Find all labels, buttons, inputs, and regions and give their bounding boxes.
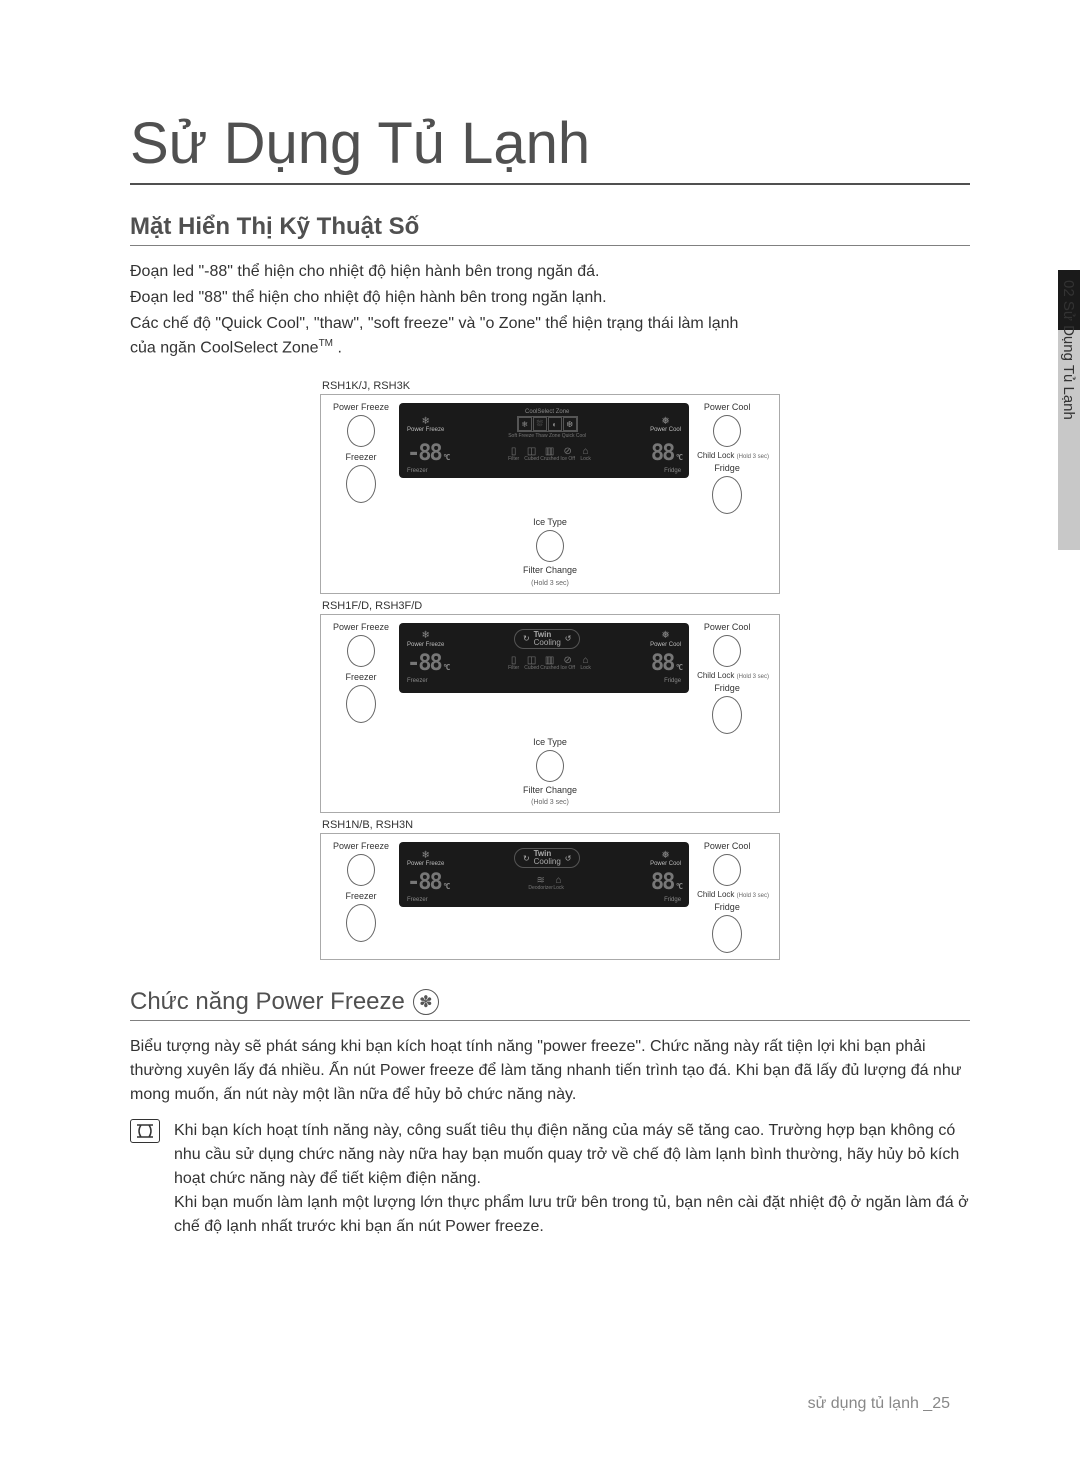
child-lock-label: Child Lock (Hold 3 sec) bbox=[697, 890, 769, 899]
ice-type-button[interactable]: Ice Type bbox=[520, 738, 580, 782]
ice-off-icon: ⊘Ice Off bbox=[561, 446, 575, 462]
freezer-temp-display: -88°C bbox=[407, 651, 448, 676]
filter-icon: ▯Filter bbox=[507, 446, 521, 462]
snowflake-icon: ❄ bbox=[420, 630, 432, 642]
cubed-icon: ◫Cubed bbox=[525, 446, 539, 462]
freezer-label: Freezer bbox=[407, 897, 428, 903]
snowflake-icon: ✽ bbox=[413, 989, 439, 1015]
freezer-label: Freezer bbox=[407, 678, 428, 684]
child-lock-label: Child Lock (Hold 3 sec) bbox=[697, 671, 769, 680]
model-label: RSH1K/J, RSH3K bbox=[322, 380, 780, 392]
freezer-label: Freezer bbox=[407, 468, 428, 474]
snowflake-icon: ❄ bbox=[420, 849, 432, 861]
ice-off-icon: ⊘Ice Off bbox=[561, 655, 575, 671]
droplet-icon: ❅ bbox=[660, 630, 672, 642]
droplet-icon: ❅ bbox=[660, 415, 672, 427]
model-label: RSH1F/D, RSH3F/D bbox=[322, 600, 780, 612]
freezer-button[interactable]: Freezer bbox=[331, 892, 391, 942]
display-icon-row: ▯Filter ◫Cubed ▥Crushed ⊘Ice Off ⌂Lock bbox=[507, 655, 593, 671]
lock-icon: ⌂Lock bbox=[552, 875, 566, 891]
lock-icon: ⌂Lock bbox=[579, 655, 593, 671]
fridge-label: Fridge bbox=[664, 897, 681, 903]
page-footer: sử dụng tủ lạnh _25 bbox=[808, 1395, 950, 1413]
panel-box: Power Freeze Freezer ❄ Power Freeze Cool… bbox=[320, 394, 780, 594]
droplet-icon: ❅ bbox=[660, 849, 672, 861]
fridge-label: Fridge bbox=[664, 678, 681, 684]
filter-change-sublabel: (Hold 3 sec) bbox=[531, 799, 569, 806]
display-screen: ❄ Power Freeze ↻TwinCooling↺ ❅ Power Coo… bbox=[399, 623, 689, 693]
power-freeze-button[interactable]: Power Freeze bbox=[331, 842, 391, 886]
power-cool-indicator: Power Cool bbox=[650, 861, 681, 867]
control-panel: RSH1N/B, RSH3N Power Freeze Freezer ❄ Po… bbox=[320, 819, 780, 960]
fridge-button[interactable]: Fridge bbox=[697, 464, 757, 514]
note-icon bbox=[130, 1119, 160, 1143]
panel-box: Power Freeze Freezer ❄ Power Freeze ↻Twi… bbox=[320, 614, 780, 814]
deodorizer-icon: ≋Deodorizer bbox=[534, 875, 548, 891]
control-panel: RSH1K/J, RSH3K Power Freeze Freezer ❄ Po… bbox=[320, 380, 780, 594]
zone-icons: ❄⛆◐❆ bbox=[517, 416, 578, 432]
display-screen: ❄ Power Freeze ↻TwinCooling↺ ❅ Power Coo… bbox=[399, 842, 689, 907]
section1-p3: Các chế độ "Quick Cool", "thaw", "soft f… bbox=[130, 312, 970, 360]
section1-p1: Đoạn led "-88" thể hiện cho nhiệt độ hiệ… bbox=[130, 260, 970, 284]
panel-box: Power Freeze Freezer ❄ Power Freeze ↻Twi… bbox=[320, 833, 780, 960]
crushed-icon: ▥Crushed bbox=[543, 655, 557, 671]
fridge-temp-display: 88°C bbox=[651, 651, 681, 676]
power-freeze-button[interactable]: Power Freeze bbox=[331, 403, 391, 447]
display-screen: ❄ Power Freeze CoolSelect Zone ❄⛆◐❆ Soft… bbox=[399, 403, 689, 478]
model-label: RSH1N/B, RSH3N bbox=[322, 819, 780, 831]
filter-change-label: Filter Change bbox=[523, 786, 577, 796]
section-power-freeze-title: Chức năng Power Freeze bbox=[130, 988, 405, 1016]
child-lock-label: Child Lock (Hold 3 sec) bbox=[697, 451, 769, 460]
section2-body: Biểu tượng này sẽ phát sáng khi bạn kích… bbox=[130, 1035, 970, 1107]
power-freeze-indicator: Power Freeze bbox=[407, 642, 444, 648]
control-panels: RSH1K/J, RSH3K Power Freeze Freezer ❄ Po… bbox=[130, 380, 970, 960]
power-cool-button[interactable]: Power Cool bbox=[697, 842, 757, 886]
fridge-button[interactable]: Fridge bbox=[697, 903, 757, 953]
coolselect-zone-label: CoolSelect Zone bbox=[525, 409, 569, 415]
lock-icon: ⌂Lock bbox=[579, 446, 593, 462]
power-freeze-indicator: Power Freeze bbox=[407, 427, 444, 433]
twin-cooling-badge: ↻TwinCooling↺ bbox=[514, 629, 581, 649]
power-cool-button[interactable]: Power Cool bbox=[697, 403, 757, 447]
ice-type-button[interactable]: Ice Type bbox=[520, 518, 580, 562]
page-content: Sử Dụng Tủ Lạnh Mặt Hiển Thị Kỹ Thuật Số… bbox=[0, 0, 1080, 1239]
freezer-temp-display: -88°C bbox=[407, 441, 448, 466]
bottom-buttons: Ice Type Filter Change (Hold 3 sec) bbox=[331, 518, 769, 587]
section2-p1: Biểu tượng này sẽ phát sáng khi bạn kích… bbox=[130, 1035, 970, 1107]
power-freeze-button[interactable]: Power Freeze bbox=[331, 623, 391, 667]
fridge-temp-display: 88°C bbox=[651, 870, 681, 895]
display-icon-row: ▯Filter ◫Cubed ▥Crushed ⊘Ice Off ⌂Lock bbox=[507, 446, 593, 462]
freezer-temp-display: -88°C bbox=[407, 870, 448, 895]
fridge-button[interactable]: Fridge bbox=[697, 684, 757, 734]
display-icon-row: ≋Deodorizer ⌂Lock bbox=[534, 875, 566, 891]
fridge-temp-display: 88°C bbox=[651, 441, 681, 466]
section1-p2: Đoạn led "88" thể hiện cho nhiệt độ hiện… bbox=[130, 286, 970, 310]
power-freeze-indicator: Power Freeze bbox=[407, 861, 444, 867]
freezer-button[interactable]: Freezer bbox=[331, 453, 391, 503]
twin-cooling-badge: ↻TwinCooling↺ bbox=[514, 848, 581, 868]
power-cool-indicator: Power Cool bbox=[650, 427, 681, 433]
section1-body: Đoạn led "-88" thể hiện cho nhiệt độ hiệ… bbox=[130, 260, 970, 360]
power-cool-button[interactable]: Power Cool bbox=[697, 623, 757, 667]
section-power-freeze-title-row: Chức năng Power Freeze ✽ bbox=[130, 988, 970, 1021]
filter-icon: ▯Filter bbox=[507, 655, 521, 671]
freezer-button[interactable]: Freezer bbox=[331, 673, 391, 723]
power-cool-indicator: Power Cool bbox=[650, 642, 681, 648]
page-title: Sử Dụng Tủ Lạnh bbox=[130, 110, 970, 185]
snowflake-icon: ❄ bbox=[420, 415, 432, 427]
filter-change-label: Filter Change bbox=[523, 566, 577, 576]
cubed-icon: ◫Cubed bbox=[525, 655, 539, 671]
filter-change-sublabel: (Hold 3 sec) bbox=[531, 580, 569, 587]
bottom-buttons: Ice Type Filter Change (Hold 3 sec) bbox=[331, 738, 769, 807]
note-text: Khi bạn kích hoạt tính năng này, công su… bbox=[174, 1119, 970, 1239]
fridge-label: Fridge bbox=[664, 468, 681, 474]
note-block: Khi bạn kích hoạt tính năng này, công su… bbox=[130, 1119, 970, 1239]
trademark: TM bbox=[319, 338, 333, 349]
section-digital-display-title: Mặt Hiển Thị Kỹ Thuật Số bbox=[130, 213, 970, 246]
control-panel: RSH1F/D, RSH3F/D Power Freeze Freezer ❄ … bbox=[320, 600, 780, 814]
crushed-icon: ▥Crushed bbox=[543, 446, 557, 462]
